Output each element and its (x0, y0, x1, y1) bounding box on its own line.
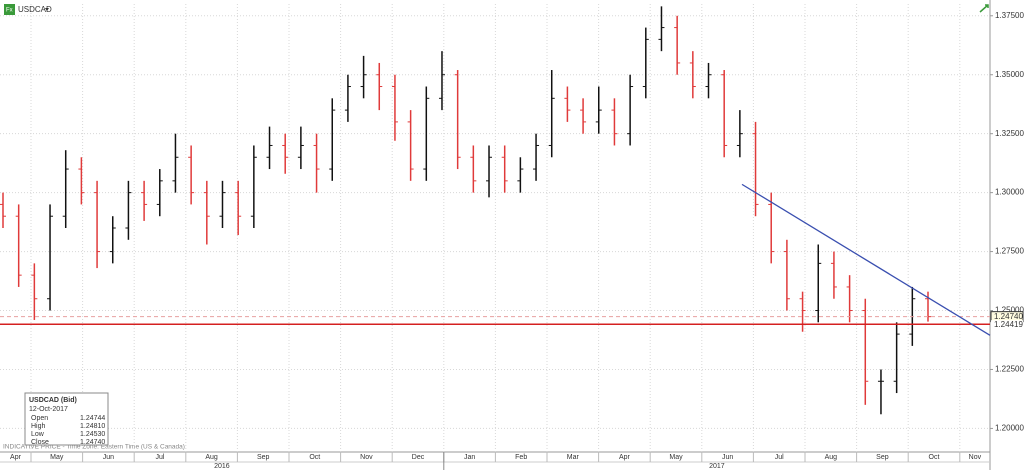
x-tick-label: Jun (722, 454, 733, 461)
x-tick-label: Mar (567, 454, 580, 461)
y-tick-label: 1.32500 (995, 129, 1024, 138)
symbol-dropdown[interactable] (45, 8, 49, 11)
year-label: 2016 (214, 463, 230, 470)
info-row-name: Close (31, 439, 49, 446)
x-tick-label: May (50, 454, 64, 461)
info-row-name: Low (31, 431, 45, 438)
x-tick-label: Jul (156, 454, 165, 461)
x-tick-label: Aug (205, 454, 218, 461)
x-tick-label: Jun (103, 454, 114, 461)
last-price-label: 1.24740 (994, 312, 1023, 321)
y-tick-label: 1.35000 (995, 70, 1024, 79)
info-date: 12-Oct-2017 (29, 406, 68, 413)
footer-note: INDICATIVE PRICE - Time Zone: Eastern Ti… (3, 444, 185, 451)
x-tick-label: Oct (929, 454, 940, 461)
x-tick-label: Jan (464, 454, 475, 461)
x-tick-label: Sep (257, 454, 270, 461)
info-row-value: 1.24740 (80, 439, 105, 446)
x-tick-label: Sep (876, 454, 889, 461)
trendline (741, 183, 991, 336)
info-box-frame (24, 392, 109, 446)
x-tick-label: Aug (825, 454, 838, 461)
x-tick-label: Nov (360, 454, 373, 461)
x-tick-label: Feb (515, 454, 527, 461)
fx-icon-text: Fx (6, 8, 13, 14)
x-tick-label: Dec (412, 454, 425, 461)
x-tick-label: Apr (619, 454, 631, 461)
plot (0, 4, 991, 452)
x-tick-label: Oct (309, 454, 320, 461)
y-tick-label: 1.25000 (995, 306, 1024, 315)
symbol[interactable]: USDCAD (18, 5, 52, 14)
info-row-name: High (31, 423, 46, 430)
fx-icon[interactable] (4, 4, 15, 15)
support-label: 1.24419 (994, 320, 1023, 329)
expand-icon[interactable] (979, 4, 989, 13)
y-tick-label: 1.27500 (995, 247, 1024, 256)
info-row-value: 1.24530 (80, 431, 105, 438)
x-tick-label: Nov (969, 454, 982, 461)
y-tick-label: 1.37500 (995, 11, 1024, 20)
x-tick-label: May (669, 454, 683, 461)
y-tick-label: 1.22500 (995, 365, 1024, 374)
info-title: USDCAD (Bid) (29, 397, 77, 404)
x-tick-label: Apr (10, 454, 22, 461)
info-box: USDCAD (Bid) 12-Oct-2017 Open 1.24744 High… (24, 392, 109, 446)
support-tag (991, 320, 1023, 330)
info-row-name: Open (31, 415, 48, 422)
x-tick-label: Jul (775, 454, 784, 461)
info-row-value: 1.24810 (80, 423, 105, 430)
info-row-value: 1.24744 (80, 415, 105, 422)
y-tick-label: 1.20000 (995, 424, 1024, 433)
y-tick-label: 1.30000 (995, 188, 1024, 197)
year-label: 2017 (709, 463, 725, 470)
